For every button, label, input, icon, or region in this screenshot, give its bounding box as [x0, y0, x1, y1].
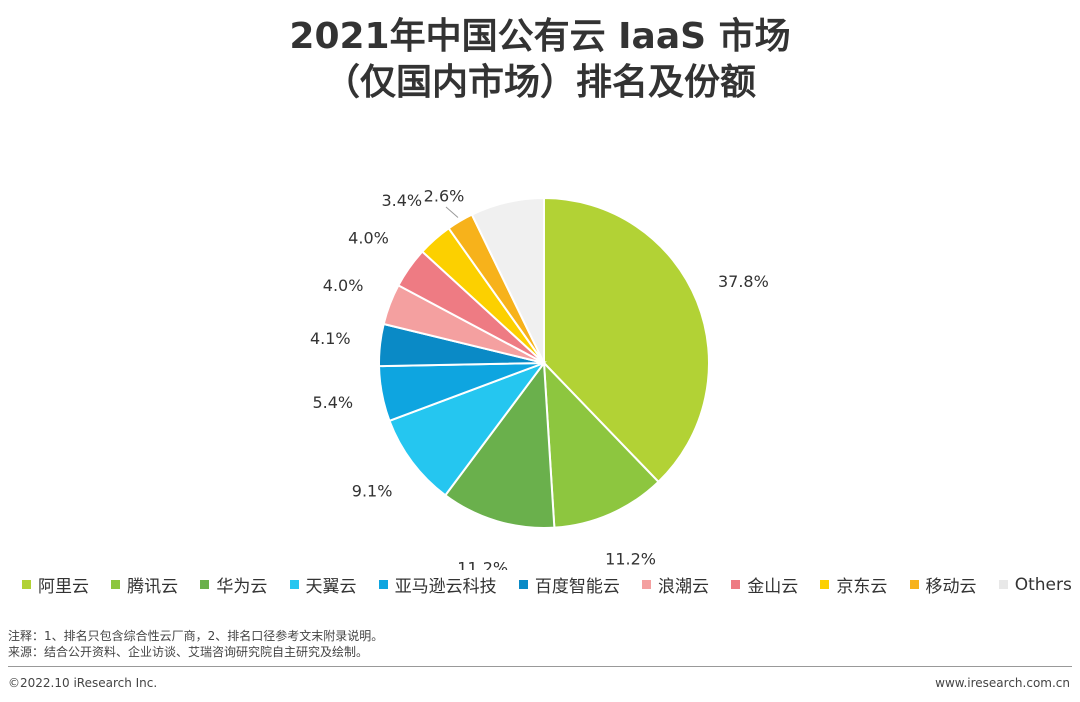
chart-title-line1: 2021年中国公有云 IaaS 市场: [289, 16, 791, 57]
legend-item-6: 百度智能云: [518, 572, 620, 597]
pie-slice-1: [543, 196, 710, 484]
legend-swatch: [378, 580, 388, 589]
legend-swatch: [518, 580, 528, 589]
legend-label: 百度智能云: [534, 577, 620, 597]
legend-swatch: [909, 580, 919, 589]
pie-data-label-3: 11.2%: [457, 559, 508, 570]
legend-item-9: 京东云: [820, 572, 887, 597]
legend-swatch: [820, 580, 830, 589]
legend-label: 腾讯云: [127, 577, 179, 597]
legend-item-1: 阿里云: [22, 572, 89, 597]
chart-title: 2021年中国公有云 IaaS 市场 （仅国内市场）排名及份额: [0, 14, 1080, 106]
chart-legend: 阿里云 腾讯云 华为云 天翼云 亚马逊云科技 百度智能云 浪潮云 金山云 京东云 移动云 Other…: [22, 572, 1072, 597]
legend-item-10: 移动云: [909, 572, 977, 597]
legend-label: 金山云: [747, 577, 799, 597]
legend-label: 移动云: [925, 577, 977, 597]
pie-slice-2: [542, 360, 660, 529]
legend-label: 京东云: [836, 577, 888, 597]
pie-data-label-1: 37.8%: [718, 272, 769, 291]
legend-item-5: 亚马逊云科技: [378, 572, 497, 597]
legend-item-11: Others: [998, 574, 1072, 595]
legend-label: 华为云: [216, 577, 268, 597]
legend-item-4: 天翼云: [289, 572, 357, 597]
legend-label: 天翼云: [305, 577, 357, 597]
legend-swatch: [22, 580, 31, 589]
legend-swatch: [200, 580, 210, 589]
pie-data-label-10: 2.6%: [424, 187, 465, 206]
notes: 注释：1、排名只包含综合性云厂商，2、排名口径参考文末附录说明。 来源：结合公开…: [8, 628, 383, 660]
pie-data-label-7: 4.0%: [323, 276, 364, 295]
legend-item-7: 浪潮云: [642, 572, 709, 597]
legend-item-2: 腾讯云: [111, 572, 178, 597]
legend-item-3: 华为云: [200, 572, 267, 597]
legend-label: 阿里云: [38, 577, 89, 597]
footer-divider: [8, 666, 1072, 667]
legend-swatch: [289, 580, 299, 589]
pie-data-label-6: 4.1%: [310, 329, 351, 348]
footer-copyright: ©2022.10 iResearch Inc.: [8, 676, 158, 690]
pie-data-label-9: 3.4%: [381, 191, 422, 210]
legend-swatch: [731, 580, 741, 589]
note-line: 注释：1、排名只包含综合性云厂商，2、排名口径参考文末附录说明。: [8, 629, 384, 643]
legend-swatch: [111, 580, 121, 589]
footer-website[interactable]: www.iresearch.com.cn: [935, 676, 1070, 690]
pie-slice-11: [470, 196, 545, 364]
legend-swatch: [642, 580, 652, 589]
pie-slice-3: [443, 360, 556, 529]
pie-data-label-8: 4.0%: [348, 228, 389, 247]
legend-label: Others: [1014, 574, 1072, 595]
pie-data-label-4: 9.1%: [352, 482, 393, 501]
legend-item-8: 金山云: [731, 572, 798, 597]
pie-slice-4: [388, 360, 547, 497]
pie-data-label-5: 5.4%: [312, 393, 353, 412]
legend-label: 亚马逊云科技: [394, 577, 497, 597]
legend-swatch: [998, 580, 1008, 589]
pie-chart: 37.8% 11.2% 11.2% 9.1% 5.4% 4.1% 4.0% 4.0% 3.4% 2…: [310, 187, 769, 571]
legend-label: 浪潮云: [658, 577, 710, 597]
pie-data-label-2: 11.2%: [605, 549, 656, 568]
source-line: 来源：结合公开资料、企业访谈、艾瑞咨询研究院自主研究及绘制。: [8, 645, 369, 659]
pie-leader-line: [445, 206, 459, 218]
chart-title-line2: （仅国内市场）排名及份额: [323, 62, 756, 103]
